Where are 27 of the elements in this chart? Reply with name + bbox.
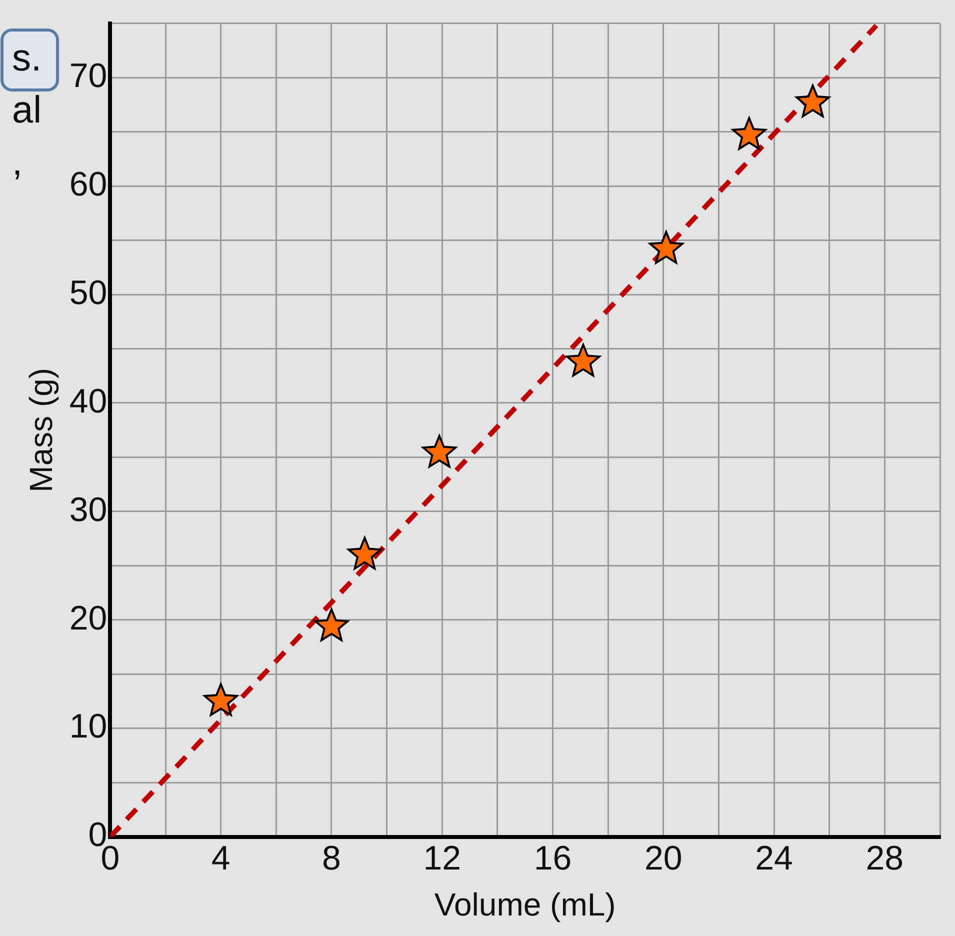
x-tick-label: 24 [755,840,793,878]
x-tick-label: 12 [423,840,462,878]
y-tick-label: 50 [69,274,108,312]
x-tick-label: 8 [322,840,341,878]
y-tick-label: 40 [69,382,108,420]
x-tick-label: 28 [866,840,904,878]
y-tick-label: 60 [69,165,108,204]
point [314,608,349,642]
x-tick-label: 16 [534,840,572,878]
text: , [12,141,23,184]
x-axis-title: Volume (mL) [434,886,616,923]
x-tick-label: 20 [644,840,682,878]
text: al [12,89,42,132]
y-tick-label: 10 [69,708,108,746]
point [204,683,238,716]
text: s. [12,37,42,80]
y-tick-label: 20 [69,599,108,638]
point [796,84,830,118]
point [732,117,766,150]
point [649,230,684,264]
y-axis-title: Mass (g) [23,368,60,492]
point [566,344,600,377]
point [348,536,382,570]
point [422,434,457,468]
y-tick-label: 70 [69,57,108,95]
x-tick-label: 4 [211,840,230,878]
y-tick-label: 30 [69,490,108,529]
